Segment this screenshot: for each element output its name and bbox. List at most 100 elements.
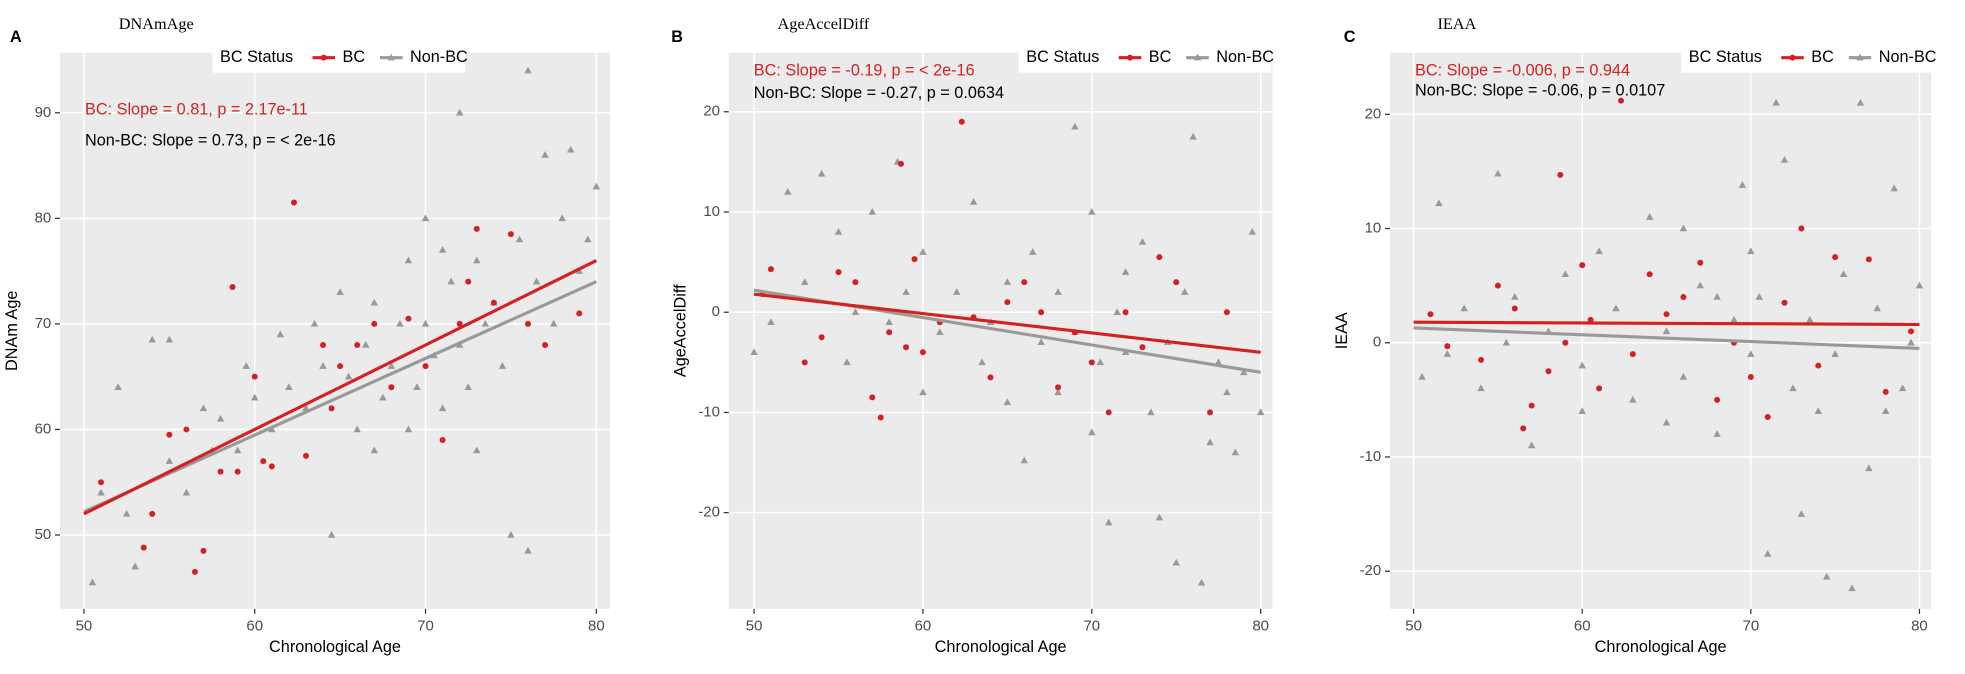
legend-label: BC bbox=[1811, 48, 1834, 66]
point bbox=[817, 169, 826, 177]
legend-title: BC Status bbox=[220, 48, 293, 66]
y-tick-label: 10 bbox=[703, 203, 720, 220]
legend-label: Non-BC bbox=[410, 48, 468, 66]
y-axis-label: IEAA bbox=[1333, 312, 1351, 349]
point bbox=[1088, 359, 1095, 366]
point bbox=[1256, 408, 1265, 416]
point bbox=[1713, 430, 1721, 437]
point bbox=[1502, 338, 1511, 346]
point bbox=[903, 344, 910, 351]
point bbox=[1562, 339, 1569, 346]
point bbox=[353, 425, 361, 433]
point bbox=[1071, 122, 1079, 130]
point bbox=[148, 335, 156, 343]
point bbox=[978, 358, 986, 366]
point bbox=[404, 256, 413, 264]
point bbox=[1037, 338, 1045, 346]
point bbox=[1527, 441, 1536, 449]
point bbox=[217, 468, 224, 475]
point bbox=[1629, 395, 1637, 403]
point bbox=[473, 256, 481, 264]
x-tick-label: 50 bbox=[1405, 617, 1422, 634]
legend-label: Non-BC bbox=[1216, 48, 1274, 66]
y-tick-label: -10 bbox=[1360, 448, 1382, 465]
x-tick-label: 60 bbox=[1574, 617, 1591, 634]
point bbox=[1557, 171, 1564, 178]
point bbox=[1003, 398, 1012, 406]
point bbox=[851, 308, 860, 315]
point bbox=[1890, 184, 1898, 192]
point bbox=[919, 248, 927, 255]
point bbox=[1460, 304, 1468, 312]
point bbox=[1645, 213, 1654, 220]
point bbox=[465, 278, 472, 285]
legend-label: BC bbox=[343, 48, 366, 66]
x-tick-label: 80 bbox=[1911, 617, 1928, 634]
y-tick-label: 60 bbox=[35, 420, 52, 437]
point bbox=[422, 363, 429, 370]
point bbox=[183, 426, 190, 433]
legend-marker bbox=[1856, 53, 1864, 61]
point bbox=[1004, 299, 1011, 306]
point bbox=[1477, 384, 1485, 392]
point bbox=[1629, 351, 1636, 358]
point bbox=[276, 330, 285, 338]
point bbox=[464, 383, 472, 390]
point bbox=[1121, 268, 1130, 275]
point bbox=[1418, 373, 1426, 380]
point bbox=[97, 488, 105, 496]
point bbox=[1747, 374, 1754, 381]
fit-line bbox=[1413, 326, 1920, 351]
point bbox=[1248, 228, 1256, 235]
point bbox=[1747, 247, 1755, 255]
point bbox=[834, 228, 843, 235]
x-tick-label: 50 bbox=[76, 617, 93, 634]
y-tick-label: 90 bbox=[35, 104, 52, 121]
point bbox=[1231, 448, 1240, 456]
point bbox=[1511, 293, 1519, 300]
point bbox=[1815, 362, 1822, 369]
point bbox=[897, 160, 904, 167]
point bbox=[131, 562, 139, 570]
panel-label: A bbox=[10, 28, 22, 46]
point bbox=[868, 207, 877, 215]
point bbox=[1873, 304, 1882, 312]
point bbox=[1173, 279, 1180, 286]
point bbox=[1105, 409, 1112, 416]
point bbox=[524, 546, 532, 554]
point bbox=[122, 509, 131, 517]
point bbox=[549, 319, 558, 327]
point bbox=[1520, 425, 1527, 432]
point bbox=[388, 384, 395, 391]
annotation: BC: Slope = 0.81, p = 2.17e-11 bbox=[85, 100, 308, 118]
point bbox=[1848, 584, 1856, 592]
chart-title: IEAA bbox=[1438, 15, 1477, 33]
point bbox=[200, 547, 207, 554]
point bbox=[344, 372, 353, 380]
point bbox=[784, 187, 792, 195]
point bbox=[370, 298, 379, 306]
point bbox=[952, 288, 961, 295]
point bbox=[1511, 305, 1518, 312]
y-tick-label: 0 bbox=[712, 303, 720, 320]
point bbox=[1832, 254, 1839, 261]
point bbox=[1789, 384, 1797, 392]
fit-line bbox=[83, 259, 598, 516]
point bbox=[936, 328, 944, 336]
point bbox=[750, 348, 758, 356]
fit-line bbox=[83, 280, 597, 514]
point bbox=[507, 530, 515, 538]
point bbox=[229, 283, 236, 290]
point bbox=[541, 151, 549, 158]
point bbox=[1747, 350, 1755, 357]
point bbox=[165, 335, 174, 343]
point bbox=[1797, 510, 1806, 517]
point bbox=[234, 468, 241, 475]
point bbox=[1822, 572, 1831, 580]
point bbox=[165, 457, 174, 464]
point bbox=[1898, 384, 1907, 392]
point bbox=[1764, 413, 1771, 420]
legend-marker bbox=[1127, 54, 1133, 61]
legend-marker bbox=[320, 54, 327, 61]
point bbox=[1494, 169, 1502, 177]
